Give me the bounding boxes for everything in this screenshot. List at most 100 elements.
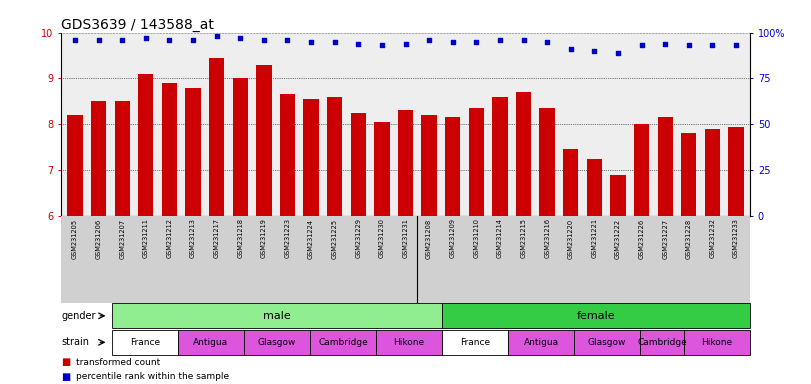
Bar <box>244 330 310 355</box>
Point <box>541 39 554 45</box>
Bar <box>574 330 640 355</box>
Text: GSM231230: GSM231230 <box>379 218 385 258</box>
Text: GSM231209: GSM231209 <box>450 218 456 258</box>
Text: ■: ■ <box>62 372 71 382</box>
Bar <box>539 108 555 216</box>
Text: female: female <box>577 311 616 321</box>
Bar <box>310 330 376 355</box>
Text: GSM231210: GSM231210 <box>474 218 479 258</box>
Bar <box>684 330 750 355</box>
Text: Glasgow: Glasgow <box>588 338 626 347</box>
Bar <box>112 330 178 355</box>
Text: GSM231205: GSM231205 <box>72 218 78 258</box>
Text: GSM231220: GSM231220 <box>568 218 573 258</box>
Point <box>493 37 506 43</box>
Text: GSM231219: GSM231219 <box>261 218 267 258</box>
Text: transformed count: transformed count <box>76 358 161 367</box>
Point <box>187 37 200 43</box>
Text: GSM231223: GSM231223 <box>285 218 290 258</box>
Bar <box>91 101 106 216</box>
Text: GSM231233: GSM231233 <box>733 218 739 258</box>
Text: GSM231228: GSM231228 <box>686 218 692 258</box>
Bar <box>508 330 574 355</box>
Bar <box>112 303 442 328</box>
Point <box>659 41 672 47</box>
Bar <box>67 115 83 216</box>
Bar <box>114 101 130 216</box>
Text: Cambridge: Cambridge <box>318 338 368 347</box>
Bar <box>398 111 413 216</box>
Bar <box>634 124 650 216</box>
Bar <box>376 330 442 355</box>
Point <box>92 37 105 43</box>
Bar <box>280 94 295 216</box>
Text: France: France <box>460 338 490 347</box>
Point <box>611 50 624 56</box>
Text: GSM231221: GSM231221 <box>591 218 598 258</box>
Bar <box>178 330 244 355</box>
Bar <box>350 113 366 216</box>
Point <box>305 39 318 45</box>
Bar <box>374 122 389 216</box>
Bar <box>233 78 248 216</box>
Text: Glasgow: Glasgow <box>258 338 296 347</box>
Bar <box>728 126 744 216</box>
Text: GSM231222: GSM231222 <box>615 218 621 258</box>
Text: GSM231212: GSM231212 <box>166 218 173 258</box>
Text: Cambridge: Cambridge <box>637 338 687 347</box>
Point <box>281 37 294 43</box>
Text: GSM231229: GSM231229 <box>355 218 361 258</box>
Text: GSM231224: GSM231224 <box>308 218 314 258</box>
Text: GDS3639 / 143588_at: GDS3639 / 143588_at <box>61 18 214 31</box>
Text: GSM231226: GSM231226 <box>638 218 645 258</box>
Bar <box>705 129 720 216</box>
Point <box>635 42 648 48</box>
Text: GSM231225: GSM231225 <box>332 218 337 258</box>
Text: GSM231211: GSM231211 <box>143 218 148 258</box>
Bar <box>640 330 684 355</box>
Text: Hikone: Hikone <box>702 338 732 347</box>
Bar <box>611 175 625 216</box>
Text: GSM231206: GSM231206 <box>96 218 101 258</box>
Bar <box>586 159 602 216</box>
Bar <box>445 118 461 216</box>
Point <box>423 37 436 43</box>
Bar <box>658 118 673 216</box>
Point <box>399 41 412 47</box>
Text: GSM231214: GSM231214 <box>497 218 503 258</box>
Text: GSM231231: GSM231231 <box>402 218 409 258</box>
Bar <box>469 108 484 216</box>
Bar <box>209 58 225 216</box>
Text: GSM231217: GSM231217 <box>213 218 220 258</box>
Point <box>328 39 341 45</box>
Point <box>352 41 365 47</box>
Point <box>139 35 152 41</box>
Text: Antigua: Antigua <box>524 338 559 347</box>
Text: France: France <box>130 338 160 347</box>
Point <box>682 42 695 48</box>
Bar <box>161 83 177 216</box>
Text: Hikone: Hikone <box>393 338 424 347</box>
Bar <box>303 99 319 216</box>
Bar <box>327 97 342 216</box>
Text: GSM231232: GSM231232 <box>710 218 715 258</box>
Point <box>470 39 483 45</box>
Text: percentile rank within the sample: percentile rank within the sample <box>76 372 230 381</box>
Text: GSM231215: GSM231215 <box>521 218 526 258</box>
Point <box>706 42 719 48</box>
Point <box>375 42 388 48</box>
Point <box>68 37 81 43</box>
Text: male: male <box>263 311 291 321</box>
Bar <box>442 330 508 355</box>
Bar <box>681 133 697 216</box>
Text: GSM231207: GSM231207 <box>119 218 125 258</box>
Bar <box>138 74 153 216</box>
Point <box>564 46 577 52</box>
Text: GSM231227: GSM231227 <box>663 218 668 258</box>
Text: strain: strain <box>62 337 89 347</box>
Point <box>210 33 223 40</box>
Text: gender: gender <box>62 311 96 321</box>
Text: GSM231216: GSM231216 <box>544 218 550 258</box>
Text: GSM231218: GSM231218 <box>238 218 243 258</box>
Point <box>234 35 247 41</box>
